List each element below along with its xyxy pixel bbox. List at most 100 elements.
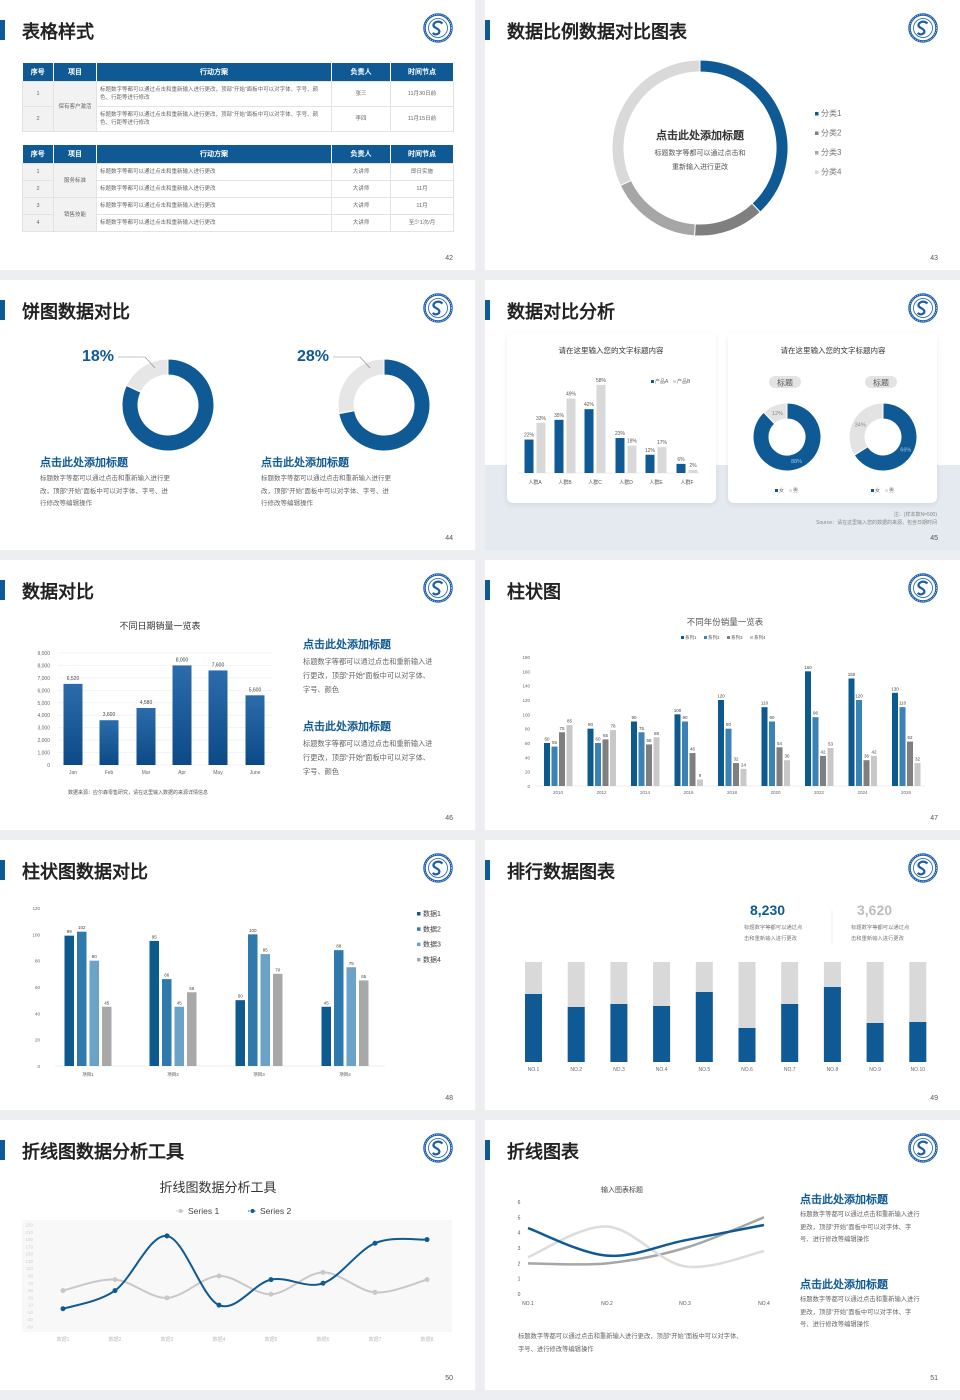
item-heading: 点击此处添加标题 [40,457,128,469]
x-tick-label: 人群C [588,479,602,486]
bar [682,721,688,786]
bar [559,732,565,786]
action-cell: 标题数字等都可以通过点击和重新输入进行更改 [96,180,332,198]
x-tick-label: NO.3 [679,1301,691,1307]
data-label: 7,600 [212,662,225,668]
data-label: 102 [78,925,86,930]
university-seal-icon [423,573,453,603]
legend-label: Series 2 [260,1206,291,1216]
legend-label: 男 [793,488,798,494]
chart-title: 不同日期销量一览表 [119,620,200,631]
y-tick-label: 8,000 [37,663,50,669]
x-tick-label: 项目4 [339,1072,351,1078]
y-tick-label: 10 [28,1303,34,1308]
row-number: 4 [22,214,54,232]
pill-label: 标题 [873,378,889,388]
data-label: 9 [699,773,702,778]
bar [77,931,87,1066]
x-tick-label: 2016 [683,790,694,795]
slice-label: 88% [791,459,802,465]
block-description: 标题数字等都可以通过点击和重新输入进 行更改，顶部“开始”面板中可以对字体、 字… [303,657,433,694]
legend-label: 男 [889,488,894,494]
x-tick-label: NO.2 [570,1067,582,1073]
x-tick-label: NO.7 [784,1067,796,1073]
legend-label: Series 1 [188,1206,219,1216]
page-number: 44 [445,535,453,542]
legend-label: 产品B [677,378,691,385]
slide-title: 饼图数据对比 [22,302,130,322]
y-tick-label: 150 [25,1252,33,1257]
data-label: 62 [907,735,913,740]
bar [776,747,783,786]
bar [914,763,921,786]
donut-slice [125,358,169,393]
owner-cell: 大讲师 [331,197,391,215]
title-accent-bar [485,580,490,600]
card-title: 请在这里输入您的文字标题内容 [781,345,886,355]
seal-s-glyph [916,300,929,316]
owner-cell: 大讲师 [331,214,391,232]
title-accent-bar [0,1140,5,1160]
bar [595,743,601,786]
bar [102,1006,112,1066]
bar [174,1006,184,1066]
seal-lettering [424,294,452,322]
block-heading: 点击此处添加标题 [303,639,391,651]
bar [544,743,550,786]
seal-lettering [424,854,452,882]
data-point [112,1288,118,1294]
y-tick-label: 80 [525,727,531,732]
bar [892,692,898,786]
seal-inner-ring [913,578,933,598]
data-label: 35% [554,413,565,419]
data-label: 6,520 [67,676,80,682]
column-header: 项目 [53,63,97,82]
y-tick-label: 7,000 [37,676,50,682]
project-cell: 保有客户激活 [53,81,97,132]
legend-label: 数据3 [423,940,441,949]
deadline-cell: 11月15日前 [390,106,454,132]
data-label: 70 [275,967,281,972]
y-tick-label: 180 [522,655,530,660]
chart-canvas [118,356,431,452]
stat-value: 3,620 [857,902,893,918]
row-number: 1 [22,81,54,107]
seal-inner-ring [913,858,933,878]
data-label: 58 [646,738,652,743]
data-label: 53 [828,742,834,747]
bar [245,695,265,765]
legend-label: 系列4 [754,634,766,641]
data-label: 23% [615,431,626,437]
data-label: 50 [238,994,244,999]
data-label: 5,600 [249,687,262,693]
page-number: 50 [445,1375,453,1382]
y-tick-label: 0 [47,763,50,769]
donut-slice [338,358,431,452]
bar [657,447,667,473]
bar [784,760,790,786]
bar-fill [909,1022,927,1062]
bar [856,700,862,786]
legend-label: 数据2 [423,924,441,933]
chart-canvas: 分类1 分类2 分类3 分类4 [611,59,842,237]
deadline-cell: 11月30日前 [390,81,454,107]
y-tick-label: 20 [525,770,531,775]
item-description: 标题数字等都可以通过点击和重新输入进行更 改，顶部“开始”面板中可以对字体、字号… [261,475,391,507]
chart-title: 输入图表标题 [601,1185,643,1194]
row-number: 3 [22,197,54,215]
data-label: 130 [891,686,899,691]
y-tick-label: 0 [37,1064,40,1069]
deadline-cell: 11月 [390,180,454,198]
chart-canvas: 输入图表标题 0 1 2 3 4 5 6 NO.1 NO.2 NO.3 NO.4 [518,1185,770,1307]
bar [551,746,558,786]
title-accent-bar [485,300,490,320]
slide-47-bar-chart: 柱状图 47 不同年份销量一览表 系列1 系列2 系列3 系列4 0 20 40 60 80 100 12… [485,560,960,830]
legend-label: 系列2 [708,634,720,641]
data-point [164,1295,170,1301]
bar [820,755,826,786]
data-label: 45 [177,1000,183,1005]
page-number: 48 [445,1095,453,1102]
slice-label: 12% [772,411,783,417]
bar [827,748,834,786]
